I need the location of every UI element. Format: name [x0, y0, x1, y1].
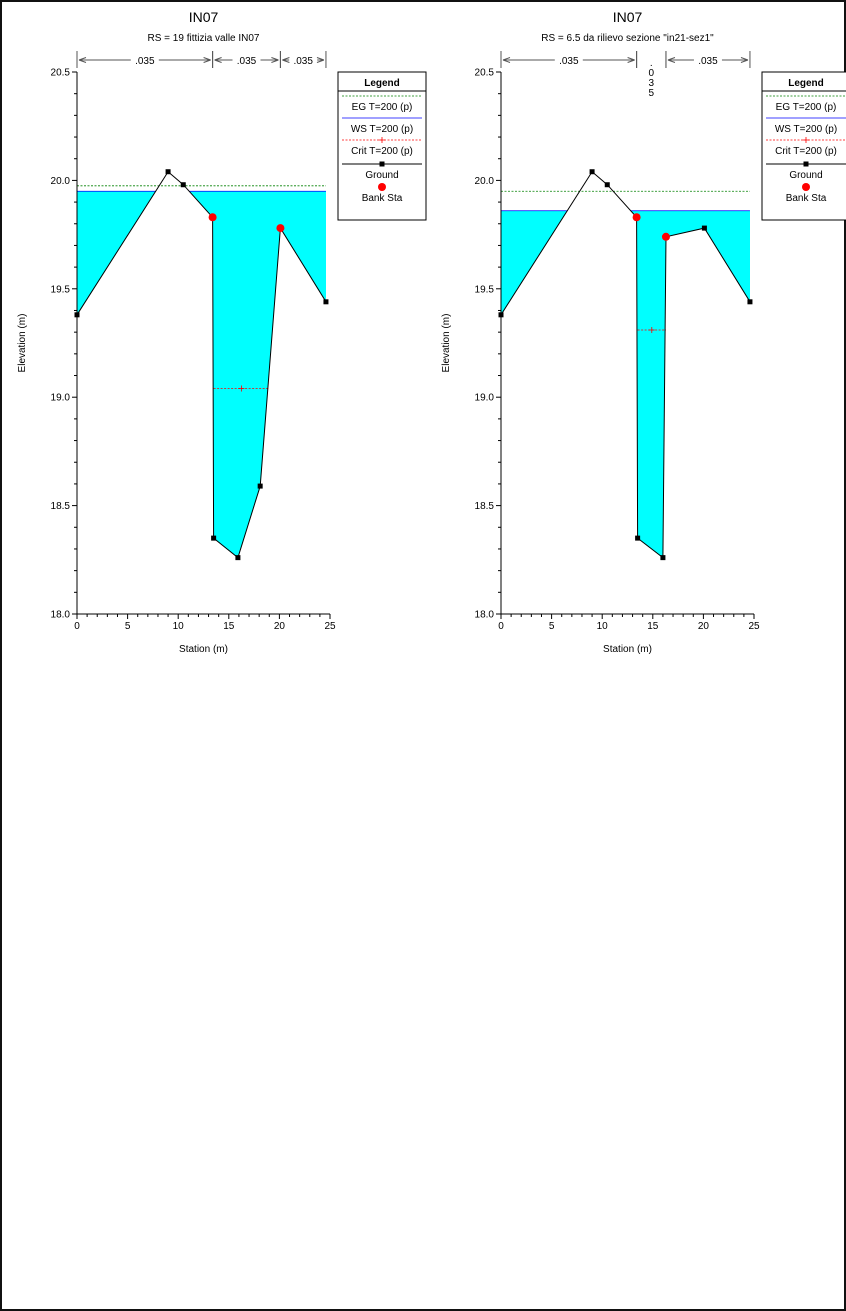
x-tick-label: 0 — [74, 621, 80, 632]
x-tick-label: 15 — [223, 621, 235, 632]
ground-point — [635, 535, 641, 541]
ground-point — [660, 555, 666, 561]
ground-point — [211, 535, 217, 541]
legend-bank-marker — [378, 183, 386, 191]
legend-ground-marker — [379, 161, 385, 167]
legend-entry-ground: Ground — [789, 170, 822, 181]
ground-point — [589, 169, 595, 175]
manning-n-label: .035 — [559, 56, 579, 67]
ground-point — [323, 299, 329, 305]
manning-n-label: .035 — [293, 56, 313, 67]
manning-n-char: 0 — [649, 68, 655, 79]
legend-entry-crit: Crit T=200 (p) — [351, 146, 413, 157]
manning-arrowhead — [502, 57, 511, 63]
ground-point — [180, 182, 186, 188]
y-tick-label: 19.0 — [475, 393, 495, 404]
x-tick-label: 10 — [597, 621, 609, 632]
x-tick-label: 10 — [173, 621, 185, 632]
manning-arrowhead — [316, 57, 325, 63]
ground-point — [604, 182, 610, 188]
manning-n-char: 3 — [649, 78, 655, 89]
ground-point — [747, 299, 753, 305]
bank-station-point — [632, 213, 641, 222]
chart-subtitle: RS = 6.5 da rilievo sezione "in21-sez1" — [541, 33, 714, 44]
y-axis-label: Elevation (m) — [441, 314, 452, 373]
manning-arrowhead — [667, 57, 676, 63]
x-tick-label: 25 — [324, 621, 336, 632]
x-tick-label: 5 — [549, 621, 555, 632]
manning-n-char: . — [650, 58, 653, 69]
manning-arrowhead — [627, 57, 635, 63]
x-axis-label: Station (m) — [603, 644, 652, 655]
manning-arrowhead — [271, 57, 279, 63]
manning-n-label: .035 — [237, 56, 257, 67]
y-tick-label: 20.0 — [51, 176, 71, 187]
legend-entry-ground: Ground — [365, 170, 398, 181]
chart-title: IN07 — [189, 9, 219, 25]
chart-subtitle: RS = 19 fittizia valle IN07 — [148, 33, 260, 44]
legend-box — [337, 71, 427, 221]
x-tick-label: 20 — [274, 621, 286, 632]
x-axis-label: Station (m) — [179, 644, 228, 655]
manning-arrowhead — [214, 57, 222, 63]
y-axis-label: Elevation (m) — [17, 314, 28, 373]
ground-point — [165, 169, 171, 175]
y-tick-label: 18.0 — [51, 610, 71, 621]
x-tick-label: 5 — [125, 621, 131, 632]
legend-entry-ws: WS T=200 (p) — [351, 124, 413, 135]
chart-title: IN07 — [613, 9, 643, 25]
bank-station-point — [276, 224, 285, 233]
legend-entry-ws: WS T=200 (p) — [775, 124, 837, 135]
ground-point — [701, 225, 707, 231]
manning-arrowhead — [282, 57, 290, 63]
legend-box — [761, 71, 846, 221]
cross-section-chart-rs-6-5: IN07 RS = 6.5 da rilievo sezione "in21-se… — [441, 9, 846, 655]
y-tick-label: 20.0 — [475, 176, 495, 187]
x-tick-label: 25 — [748, 621, 760, 632]
manning-arrowhead — [203, 57, 211, 63]
manning-arrowhead — [740, 57, 749, 63]
manning-n-label: .035 — [698, 56, 718, 67]
legend-entry-eg: EG T=200 (p) — [352, 102, 413, 113]
bank-station-point — [661, 232, 670, 241]
y-tick-label: 19.5 — [475, 284, 495, 295]
x-tick-label: 0 — [498, 621, 504, 632]
legend-crit-marker — [379, 137, 385, 143]
manning-n-label: .035 — [135, 56, 155, 67]
legend-entry-bank: Bank Sta — [362, 193, 403, 204]
legend-entry-eg: EG T=200 (p) — [776, 102, 837, 113]
legend-title: Legend — [364, 78, 400, 89]
water-area — [189, 191, 326, 558]
y-tick-label: 18.5 — [475, 501, 495, 512]
legend-entry-bank: Bank Sta — [786, 193, 827, 204]
crit-marker — [238, 385, 245, 392]
legend-ground-marker — [803, 161, 809, 167]
y-tick-label: 19.5 — [51, 284, 71, 295]
y-tick-label: 18.0 — [475, 610, 495, 621]
y-tick-label: 20.5 — [475, 68, 495, 79]
bank-station-point — [208, 213, 217, 222]
y-tick-label: 18.5 — [51, 501, 71, 512]
ground-point — [235, 555, 241, 561]
legend-bank-marker — [802, 183, 810, 191]
legend-crit-marker — [803, 137, 809, 143]
y-tick-label: 20.5 — [51, 68, 71, 79]
legend-title: Legend — [788, 78, 824, 89]
crit-marker — [648, 326, 655, 333]
ground-point — [257, 483, 263, 489]
y-tick-label: 19.0 — [51, 393, 71, 404]
manning-arrowhead — [78, 57, 87, 63]
manning-n-char: 5 — [649, 88, 655, 99]
cross-section-chart-rs-19: IN07 RS = 19 fittizia valle IN07 18.0 18.5 1… — [17, 9, 427, 655]
x-tick-label: 15 — [647, 621, 659, 632]
legend-entry-crit: Crit T=200 (p) — [775, 146, 837, 157]
x-tick-label: 20 — [698, 621, 710, 632]
water-area — [630, 210, 750, 558]
